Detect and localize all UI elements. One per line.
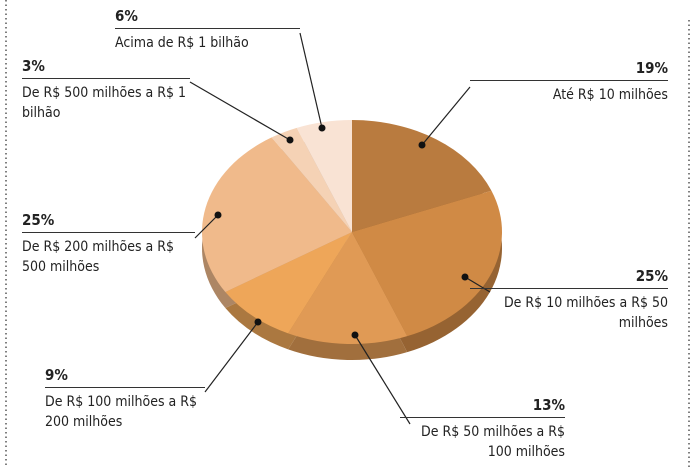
category-label: De R$ 200 milhões a R$ 500 milhões (22, 239, 174, 275)
leader-dot (351, 331, 359, 339)
slice (352, 120, 492, 232)
slice-label: 6% Acima de R$ 1 bilhão (115, 6, 300, 53)
category-label: Acima de R$ 1 bilhão (115, 35, 249, 51)
leader-line (421, 86, 471, 146)
leader-line (194, 214, 219, 239)
percent-label: 9% (45, 365, 205, 388)
slice (271, 127, 352, 232)
leader-dot (214, 211, 222, 219)
slice-label: 19% Até R$ 10 milhões (470, 58, 668, 105)
category-label: De R$ 500 milhões a R$ 1 bilhão (22, 85, 187, 121)
leader-dot (286, 136, 294, 144)
leader-line (204, 321, 259, 393)
percent-label: 13% (400, 395, 565, 418)
slice (202, 137, 352, 293)
percent-label: 3% (22, 56, 190, 79)
slice (296, 120, 352, 232)
percent-label: 25% (470, 266, 668, 289)
slice-label: 9% De R$ 100 milhões a R$ 200 milhões (45, 365, 205, 432)
slice-label: 3% De R$ 500 milhões a R$ 1 bilhão (22, 56, 190, 123)
slice-label: 25% De R$ 10 milhões a R$ 50 milhões (470, 266, 668, 333)
leader-dot (418, 141, 426, 149)
slice (352, 190, 502, 337)
leader-dot (318, 124, 326, 132)
leader-line (299, 32, 323, 129)
slice (225, 232, 352, 334)
category-label: De R$ 10 milhões a R$ 50 milhões (503, 295, 668, 331)
leader-line (189, 81, 291, 141)
slice (288, 232, 408, 344)
leader-line (464, 276, 491, 293)
slice-label: 25% De R$ 200 milhões a R$ 500 milhões (22, 210, 195, 277)
slice-label: 13% De R$ 50 milhões a R$ 100 milhões (400, 395, 565, 462)
leader-line (354, 334, 411, 425)
category-label: De R$ 100 milhões a R$ 200 milhões (45, 394, 197, 430)
percent-label: 6% (115, 6, 300, 29)
category-label: De R$ 50 milhões a R$ 100 milhões (421, 424, 565, 460)
percent-label: 19% (470, 58, 668, 81)
leader-dot (461, 273, 469, 281)
category-label: Até R$ 10 milhões (552, 87, 668, 103)
leader-dot (254, 318, 262, 326)
percent-label: 25% (22, 210, 195, 233)
